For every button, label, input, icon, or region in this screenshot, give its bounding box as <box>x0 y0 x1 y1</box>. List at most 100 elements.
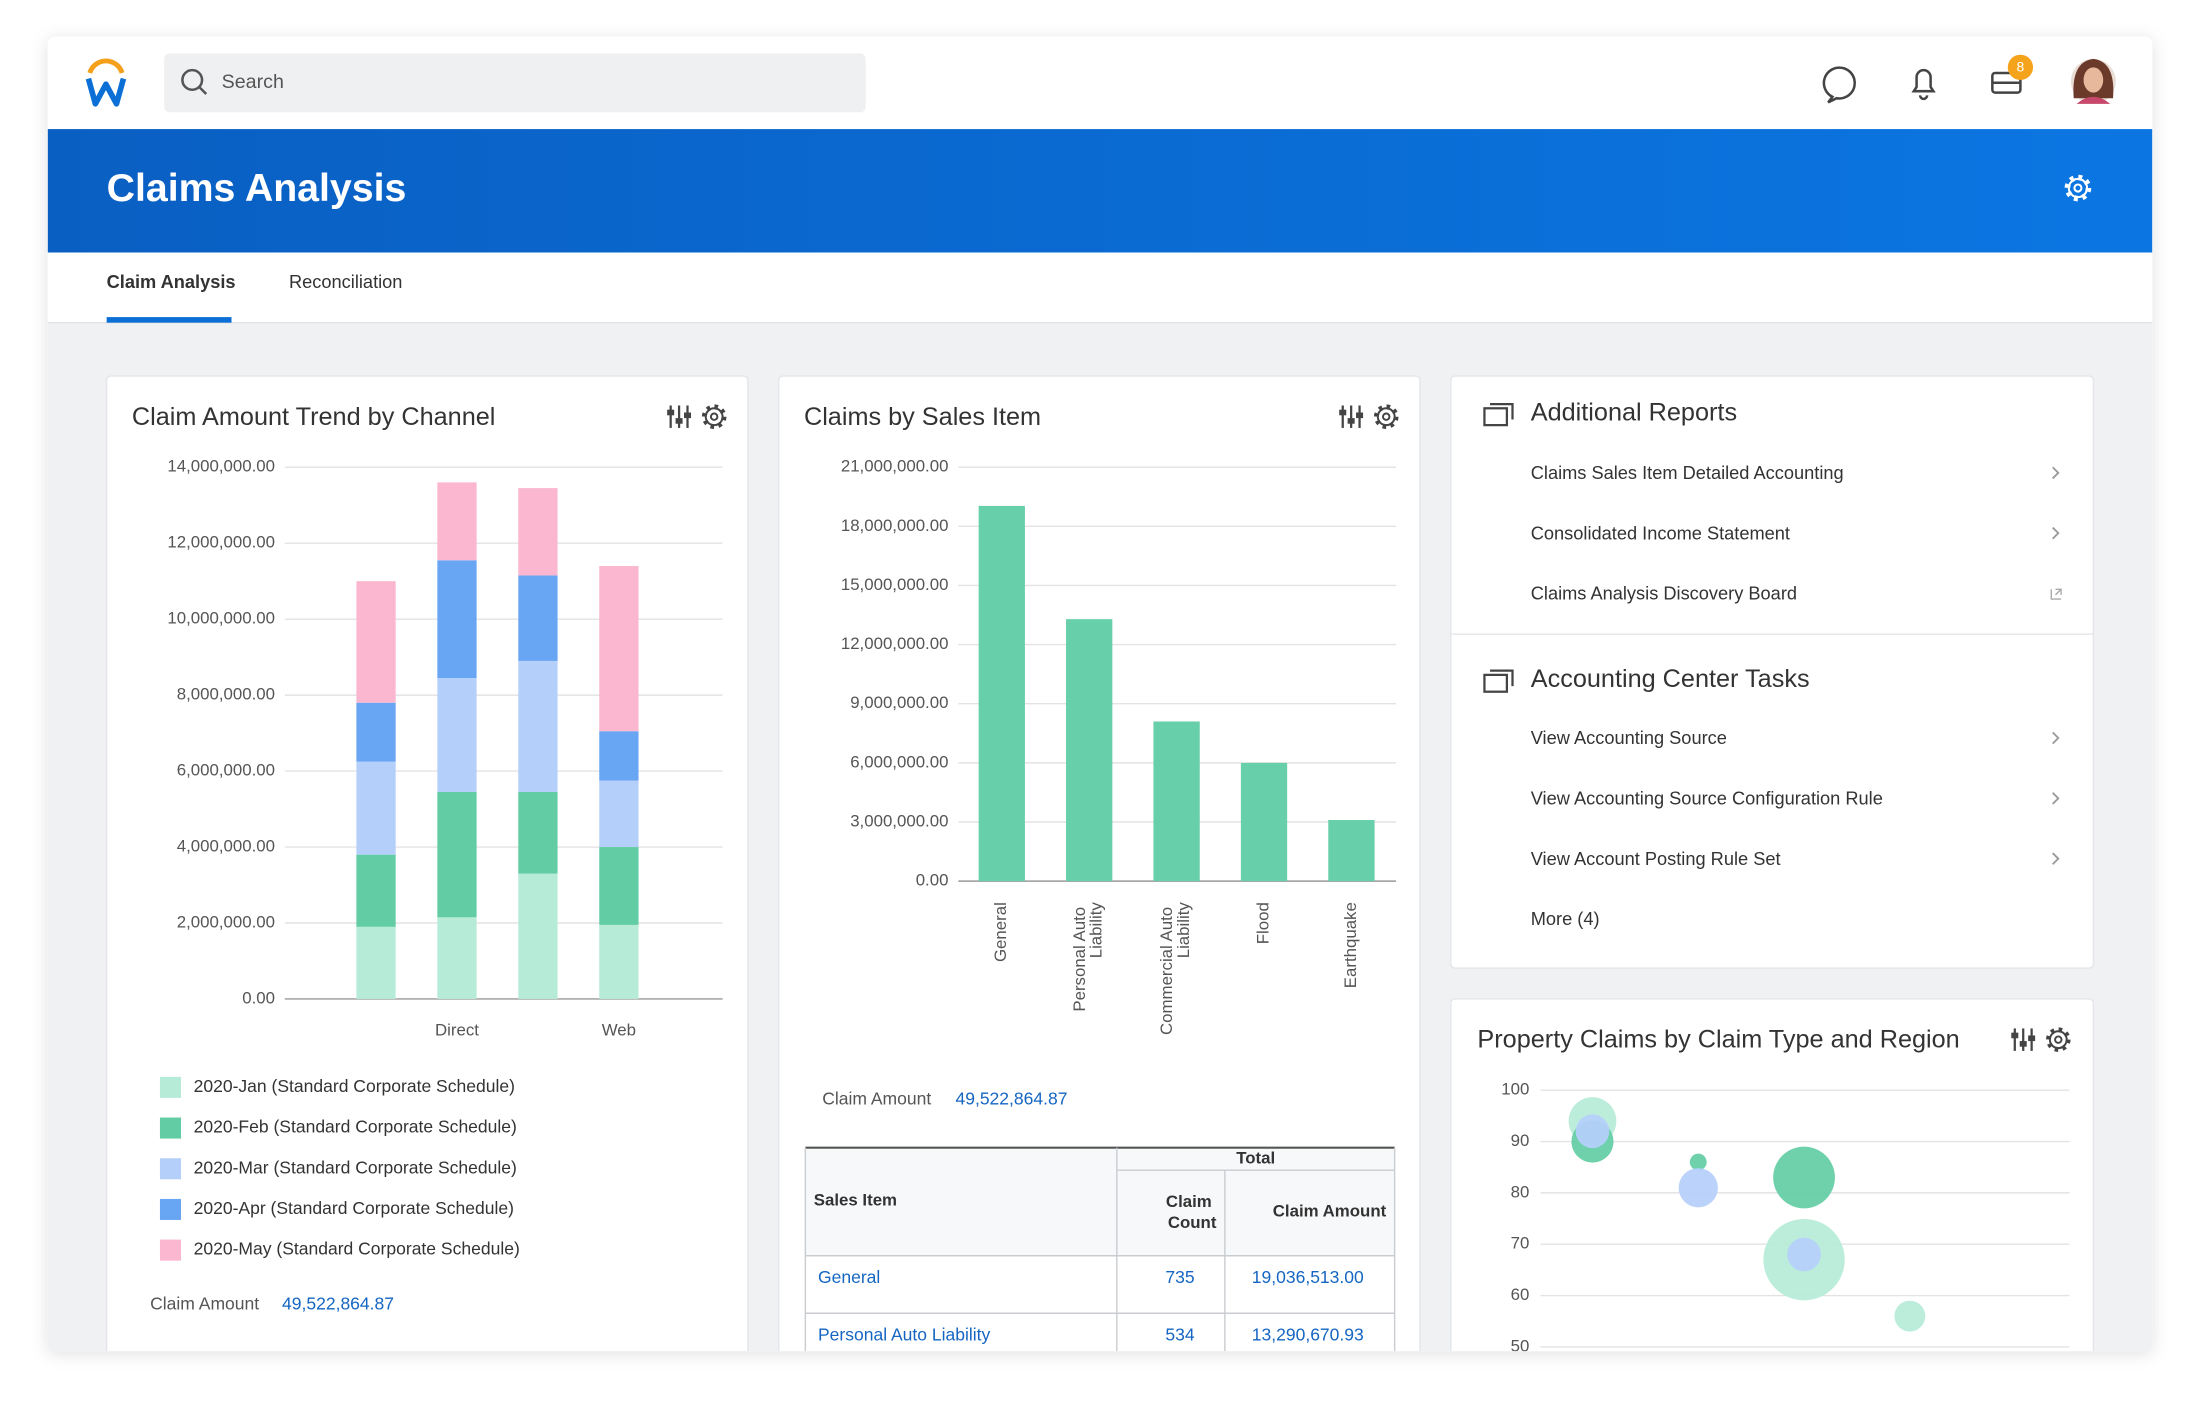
search-placeholder: Search <box>222 71 284 93</box>
bar <box>1153 721 1200 882</box>
bar-segment <box>599 731 639 781</box>
page-title: Claims Analysis <box>107 166 407 210</box>
bar-segment <box>437 482 477 561</box>
icon-stroke <box>701 404 727 429</box>
page-settings-icon[interactable] <box>2064 174 2092 202</box>
reports-icon <box>1483 402 1514 427</box>
y-tick-label: 4,000,000.00 <box>177 836 275 855</box>
bubble <box>1894 1300 1926 1332</box>
bar-segment <box>518 575 558 661</box>
table-cell: 534 <box>1165 1324 1194 1344</box>
icon-stroke <box>1376 407 1396 427</box>
y-tick-label: 12,000,000.00 <box>841 634 949 653</box>
bar-segment <box>599 924 639 999</box>
chart-settings-icon[interactable] <box>701 404 727 429</box>
avatar[interactable] <box>2070 58 2116 104</box>
page-header <box>47 129 2153 253</box>
table-cell: 735 <box>1165 1267 1194 1287</box>
tab[interactable]: Claim Analysis <box>107 271 236 292</box>
y-tick-label: 80 <box>1511 1182 1530 1201</box>
y-tick-label: 60 <box>1511 1285 1530 1304</box>
legend-label: 2020-Mar (Standard Corporate Schedule) <box>194 1157 517 1177</box>
y-tick-label: 12,000,000.00 <box>167 533 275 552</box>
table-header: Sales Item <box>814 1190 897 1209</box>
icon-knob <box>2019 1041 2027 1047</box>
bar-segment <box>356 702 396 762</box>
icon-stroke <box>2046 1027 2071 1052</box>
legend-swatch <box>159 1198 181 1220</box>
chart-title: Claim Amount Trend by Channel <box>132 403 496 431</box>
legend-swatch <box>159 1117 181 1139</box>
icon-stroke <box>2048 1030 2068 1050</box>
y-tick-label: 0.00 <box>242 988 275 1007</box>
list-item[interactable]: Claims Sales Item Detailed Accounting <box>1531 462 1844 483</box>
chart-settings-icon[interactable] <box>2046 1027 2071 1052</box>
list-item[interactable]: Claims Analysis Discovery Board <box>1531 583 1797 604</box>
y-tick-label: 2,000,000.00 <box>177 912 275 931</box>
chevron-icon <box>2052 852 2060 865</box>
active-tab-indicator <box>106 317 232 323</box>
panel <box>1450 998 2095 1352</box>
bar-segment <box>356 581 396 703</box>
list-item[interactable]: View Accounting Source <box>1531 727 1727 748</box>
bar <box>978 505 1025 882</box>
icon-knob <box>683 412 692 419</box>
icon-stroke <box>709 412 719 421</box>
inbox-icon[interactable] <box>1991 71 2022 94</box>
x-tick-label: General <box>991 902 1010 962</box>
y-tick-label: 14,000,000.00 <box>167 457 275 476</box>
chat-icon[interactable] <box>1822 66 1856 104</box>
bar-segment <box>599 847 639 925</box>
legend-swatch <box>159 1239 181 1261</box>
tasks-icon <box>1483 669 1514 693</box>
chevron-icon <box>2052 731 2060 745</box>
x-tick-label: Personal Auto Liability <box>1070 902 1106 1012</box>
x-tick-label: Direct <box>435 1021 479 1040</box>
list-item[interactable]: View Accounting Source Configuration Rul… <box>1531 788 1883 809</box>
y-tick-label: 6,000,000.00 <box>177 761 275 780</box>
table-group-header: Total <box>1236 1148 1275 1167</box>
chart-options-icon[interactable] <box>667 405 692 428</box>
legend-swatch <box>159 1076 181 1098</box>
chart-settings-icon[interactable] <box>1373 404 1399 429</box>
bar-segment <box>518 791 558 874</box>
icon-knob <box>1347 418 1355 424</box>
bar-segment <box>518 873 558 999</box>
bar-segment <box>356 854 396 927</box>
bar-segment <box>437 917 477 999</box>
y-tick-label: 3,000,000.00 <box>850 811 948 830</box>
y-tick-label: 15,000,000.00 <box>841 575 949 594</box>
chevron-icon <box>2052 526 2060 540</box>
chart-options-icon[interactable] <box>2011 1028 2036 1051</box>
list-item[interactable]: Consolidated Income Statement <box>1531 522 1790 543</box>
logo <box>85 58 127 107</box>
legend-label: 2020-Jan (Standard Corporate Schedule) <box>194 1076 515 1096</box>
x-tick-label: Commercial Auto Liability <box>1158 902 1194 1035</box>
y-tick-label: 70 <box>1511 1234 1530 1253</box>
inbox-badge <box>2007 54 2034 80</box>
list-item[interactable]: View Account Posting Rule Set <box>1531 848 1781 869</box>
table-cell: 19,036,513.00 <box>1252 1267 1364 1287</box>
table-header: Claim Amount <box>1273 1202 1387 1221</box>
chart-options-icon[interactable] <box>1339 405 1364 428</box>
summary-label: Claim Amount <box>150 1293 259 1313</box>
bar <box>1328 820 1375 882</box>
x-tick-label: Flood <box>1253 902 1272 944</box>
notifications-icon[interactable] <box>1911 68 1936 101</box>
bar-segment <box>356 926 396 999</box>
bar-segment <box>518 488 558 576</box>
table-cell: 13,290,670.93 <box>1252 1324 1364 1344</box>
search-box[interactable] <box>164 53 866 113</box>
x-tick-label: Earthquake <box>1341 902 1360 988</box>
tab[interactable]: Reconciliation <box>289 271 402 292</box>
bar-segment <box>437 560 477 679</box>
y-tick-label: 9,000,000.00 <box>850 693 948 712</box>
more-link[interactable]: More (4) <box>1531 908 1600 929</box>
y-tick-label: 90 <box>1511 1131 1530 1150</box>
y-tick-label: 50 <box>1511 1336 1530 1355</box>
bar <box>1240 762 1288 882</box>
table-cell[interactable]: General <box>818 1267 880 1287</box>
table-cell[interactable]: Personal Auto Liability <box>818 1324 991 1344</box>
bar-segment <box>599 565 639 732</box>
icon-knob <box>1339 409 1347 416</box>
